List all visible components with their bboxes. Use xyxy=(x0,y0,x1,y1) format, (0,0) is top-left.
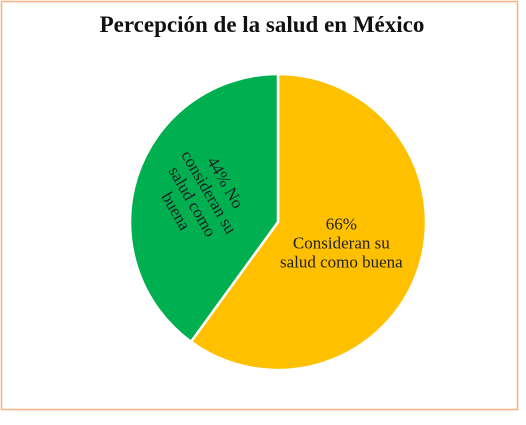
pie-slice xyxy=(189,72,428,372)
value-label: 66% xyxy=(325,214,357,234)
slice-label-group: 66% Consideran su salud como buena xyxy=(276,198,406,288)
slice-label-box: 66% Consideran su salud como buena xyxy=(276,198,406,288)
category-label: Consideran su salud como buena xyxy=(279,233,403,272)
pie-slice xyxy=(128,72,280,344)
slice-label: 66% Consideran su salud como buena xyxy=(276,198,406,288)
chart-title: Percepción de la salud en México xyxy=(100,12,425,37)
